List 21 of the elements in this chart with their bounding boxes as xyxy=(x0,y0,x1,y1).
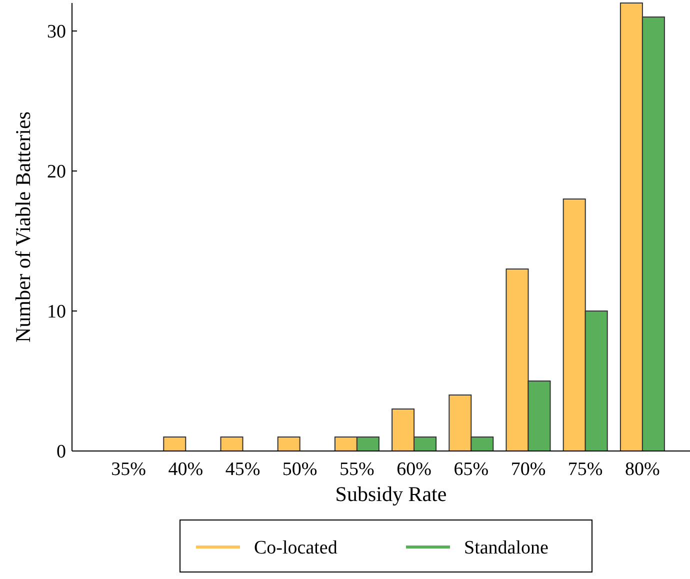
x-tick-label: 55% xyxy=(340,459,375,480)
x-tick-label: 80% xyxy=(625,459,660,480)
x-tick-label: 40% xyxy=(168,459,204,480)
legend-label: Standalone xyxy=(464,538,548,559)
legend-label: Co-located xyxy=(254,538,338,559)
x-tick-label: 60% xyxy=(396,459,432,480)
x-tick-label: 35% xyxy=(111,459,146,480)
y-tick-label: 0 xyxy=(56,442,66,463)
bar xyxy=(220,436,244,452)
bar xyxy=(163,436,186,452)
x-tick-label: 75% xyxy=(568,459,603,480)
y-tick-label: 20 xyxy=(47,162,66,183)
x-tick-label: 65% xyxy=(454,459,489,480)
x-axis-title: Subsidy Rate xyxy=(335,482,447,506)
x-tick-label: 45% xyxy=(225,459,260,480)
y-tick-label: 10 xyxy=(47,302,66,323)
bar xyxy=(277,436,300,452)
y-tick-label: 30 xyxy=(47,22,66,43)
x-tick-label: 50% xyxy=(282,459,318,480)
x-tick-label: 70% xyxy=(510,459,546,480)
y-axis-title: Number of Viable Batteries xyxy=(11,111,35,343)
